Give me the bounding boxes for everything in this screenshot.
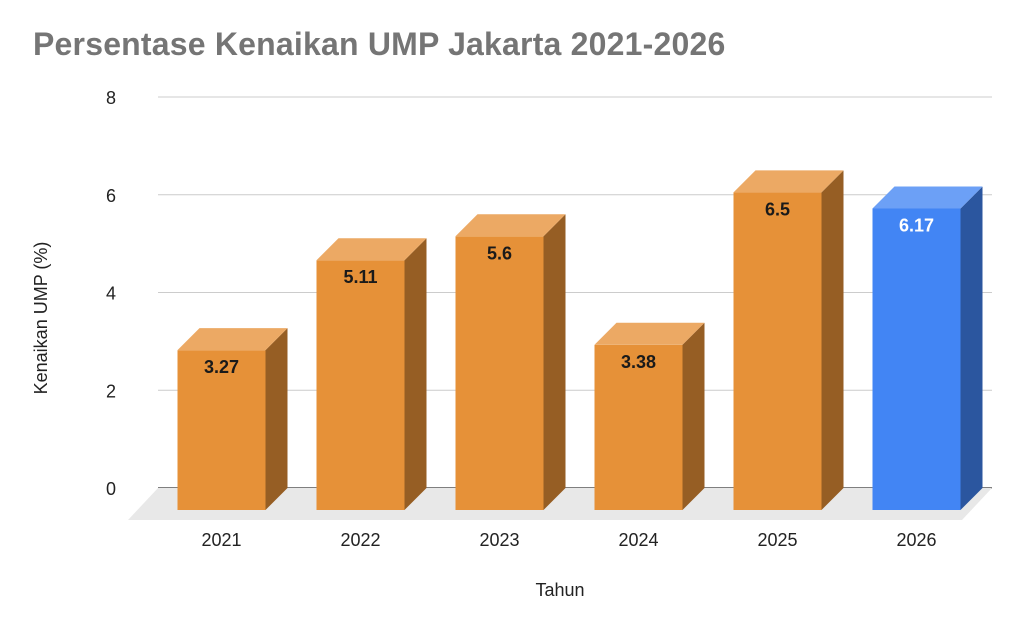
bar-front-face	[177, 350, 266, 510]
x-axis-title: Tahun	[535, 580, 584, 600]
bar-side-face	[543, 214, 566, 511]
bar	[177, 328, 288, 510]
bar-top-face	[733, 170, 844, 193]
bar-side-face	[682, 322, 705, 510]
bar-front-face	[594, 344, 683, 510]
x-tick-label: 2022	[340, 530, 380, 550]
chart-title: Persentase Kenaikan UMP Jakarta 2021-202…	[33, 26, 726, 62]
x-axis-ticks: 2021 2022 2023 2024 2025 2026	[201, 530, 936, 550]
bar-front-face	[872, 208, 961, 510]
y-tick-label: 6	[106, 186, 116, 206]
data-label: 5.6	[487, 243, 512, 263]
bar	[594, 322, 705, 510]
data-label: 5.11	[343, 267, 377, 287]
bar-side-face	[960, 186, 983, 510]
data-label: 3.38	[621, 352, 656, 372]
x-tick-label: 2024	[618, 530, 658, 550]
data-labels: 3.27 5.11 5.6 3.38 6.5 6.17	[204, 199, 934, 377]
x-tick-label: 2026	[896, 530, 936, 550]
y-tick-label: 4	[106, 284, 116, 304]
bar	[455, 214, 566, 511]
bar-top-face	[455, 214, 566, 237]
y-tick-label: 0	[106, 479, 116, 499]
x-tick-label: 2025	[757, 530, 797, 550]
bar-side-face	[404, 238, 427, 510]
y-axis-ticks: 0 2 4 6 8	[106, 88, 116, 499]
data-label: 6.5	[765, 199, 790, 219]
data-label: 3.27	[204, 357, 239, 377]
bar-top-face	[177, 328, 288, 351]
x-tick-label: 2021	[201, 530, 241, 550]
data-label: 6.17	[899, 215, 934, 235]
bar-side-face	[821, 170, 844, 510]
bar-front-face	[316, 260, 405, 510]
bar-top-face	[316, 238, 427, 261]
bar	[733, 170, 844, 510]
y-tick-label: 8	[106, 88, 116, 108]
bar-front-face	[455, 236, 544, 511]
bar	[872, 186, 983, 510]
bars	[177, 170, 983, 511]
bar-front-face	[733, 192, 822, 510]
y-tick-label: 2	[106, 381, 116, 401]
x-tick-label: 2023	[479, 530, 519, 550]
bar-side-face	[265, 328, 288, 510]
bar-top-face	[594, 322, 705, 345]
y-axis-title: Kenaikan UMP (%)	[31, 242, 51, 395]
bar-top-face	[872, 186, 983, 209]
bar	[316, 238, 427, 510]
